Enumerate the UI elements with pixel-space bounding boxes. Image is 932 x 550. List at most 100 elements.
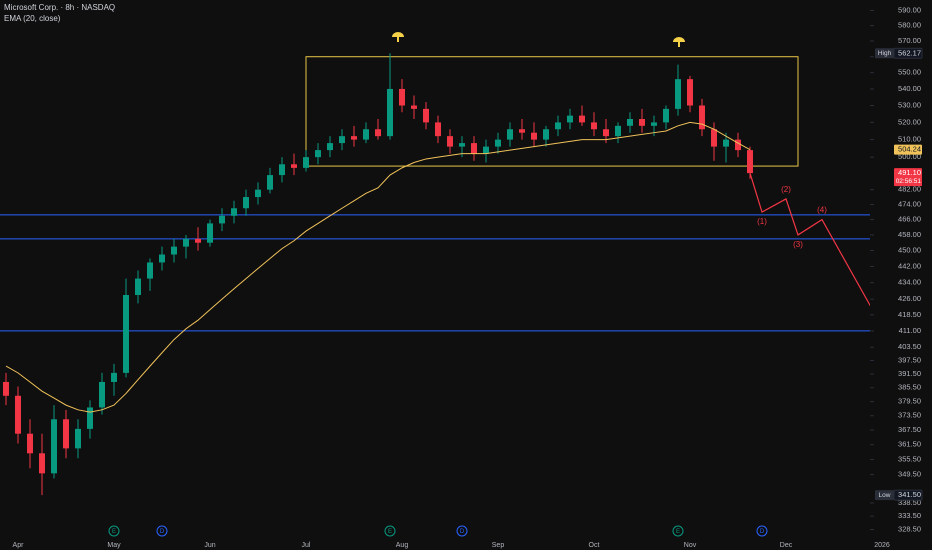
y-tick-label: 338.50 [898, 498, 921, 507]
y-tick-label: 550.00 [898, 68, 921, 77]
candle-body [243, 197, 249, 209]
time-axis [0, 537, 870, 550]
candle-body [315, 150, 321, 158]
y-tick-label: 434.00 [898, 278, 921, 287]
axes: 590.00580.00570.00560.00550.00540.00530.… [13, 5, 923, 549]
mushroom-cap [392, 32, 404, 37]
mushroom-cap [673, 37, 685, 42]
candle-body [51, 419, 57, 474]
y-tick-label: 520.00 [898, 117, 921, 126]
candle-body [75, 428, 81, 449]
candle-body [627, 119, 633, 126]
candle-body [255, 189, 261, 198]
candle-body [675, 79, 681, 109]
event-marker [672, 525, 684, 537]
range-box [305, 56, 799, 167]
peak-icon [392, 32, 685, 47]
candle-body [471, 143, 477, 154]
y-tick-label: 482.00 [898, 185, 921, 194]
y-tick-label: 391.50 [898, 369, 921, 378]
chart-title: Microsoft Corp. · 8h · NASDAQ [4, 3, 115, 12]
event-marker [108, 525, 120, 537]
candle-body [303, 157, 309, 168]
y-tick-label: 510.00 [898, 135, 921, 144]
marker-name-box [875, 48, 894, 59]
price-axis [870, 0, 932, 550]
candle-body [111, 372, 117, 382]
candle-body [123, 294, 129, 373]
y-tick-label: 379.50 [898, 397, 921, 406]
indicator-legend: EMA (20, close) [4, 14, 61, 23]
candle-body [147, 262, 153, 279]
candle-body [735, 139, 741, 151]
y-tick-label: 361.50 [898, 440, 921, 449]
y-tick-label: 367.50 [898, 425, 921, 434]
y-tick-label: 397.50 [898, 356, 921, 365]
x-tick-label: Oct [589, 542, 600, 549]
candle-body [699, 105, 705, 130]
y-tick-label: 580.00 [898, 21, 921, 30]
y-tick-label: 474.00 [898, 199, 921, 208]
marker-value: 562.17 [898, 48, 921, 57]
y-tick-label: 328.50 [898, 525, 921, 534]
y-tick-label: 590.00 [898, 5, 921, 14]
candle-body [291, 164, 297, 168]
y-tick-label: 411.00 [899, 326, 921, 335]
x-tick-label: Nov [684, 542, 697, 549]
y-tick-label: 373.50 [898, 411, 921, 420]
candle-body [543, 129, 549, 140]
marker-name: Low [879, 492, 891, 499]
candle-body [375, 129, 381, 137]
candle-body [99, 381, 105, 408]
y-tick-label: 355.50 [898, 454, 921, 463]
candle-body [495, 139, 501, 147]
x-tick-label: Sep [492, 542, 505, 549]
candle-body [579, 115, 585, 123]
last-price: 491.10 [898, 168, 921, 177]
y-tick-label: 349.50 [898, 470, 921, 479]
mushroom-stem [678, 42, 680, 47]
candle-body [231, 208, 237, 216]
candle-body [339, 136, 345, 144]
candle-body [267, 175, 273, 190]
y-tick-label: 500.00 [898, 152, 921, 161]
event-marker [384, 525, 396, 537]
candle-body [3, 381, 9, 396]
candle-body [747, 150, 753, 174]
candle-body [435, 122, 441, 137]
wave-label: (4) [817, 206, 827, 215]
y-tick-label: 540.00 [898, 84, 921, 93]
y-tick-label: 403.50 [898, 342, 921, 351]
x-tick-label: Dec [780, 542, 793, 549]
event-label: D [760, 529, 765, 535]
candle-body [387, 88, 393, 137]
candle-body [327, 143, 333, 151]
candle-body [687, 79, 693, 106]
event-marker [156, 525, 168, 537]
marker-name: High [878, 50, 892, 57]
last-price-box [894, 168, 922, 187]
candle-body [63, 419, 69, 449]
y-tick-label: 426.00 [898, 294, 921, 303]
x-tick-label: May [107, 542, 121, 549]
candle-body [411, 105, 417, 109]
candle-body [207, 223, 213, 243]
y-tick-label: 466.00 [898, 215, 921, 224]
y-tick-label: 333.50 [898, 511, 921, 520]
candle-body [171, 246, 177, 255]
ema-value: 504.24 [898, 145, 921, 154]
x-tick-label: 2026 [874, 542, 890, 549]
event-label: D [160, 529, 165, 535]
candle-body [639, 119, 645, 126]
mushroom-stem [397, 37, 399, 42]
y-tick-label: 458.00 [898, 230, 921, 239]
candle-body [39, 453, 45, 474]
candle-body [399, 88, 405, 106]
candle-body [723, 139, 729, 147]
candle-body [27, 433, 33, 454]
marker-value-box [893, 47, 923, 59]
candle-body [711, 129, 717, 147]
candle-body [351, 136, 357, 140]
